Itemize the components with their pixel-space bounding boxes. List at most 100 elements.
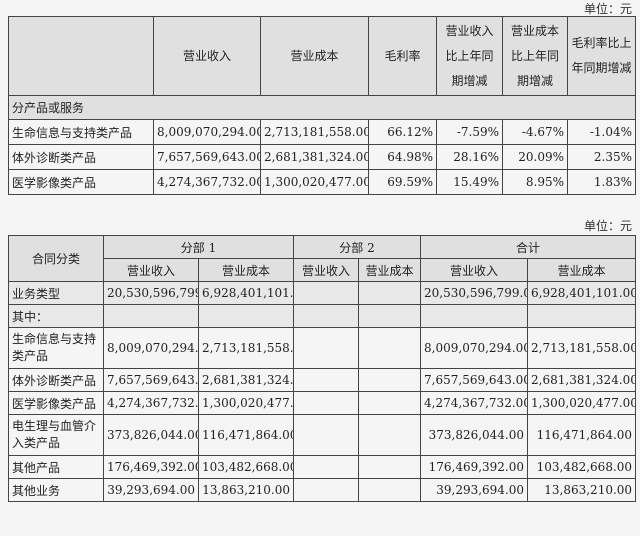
table1-header-cell: 营业成本 xyxy=(260,16,369,96)
cell xyxy=(358,455,422,479)
table-row: 其中： xyxy=(8,304,637,328)
revenue-cell: 4,274,367,732.00 xyxy=(153,169,261,195)
table1-header-row: 营业收入 营业成本 毛利率 营业收入比上年同期增减 营业成本比上年同期增减 毛利… xyxy=(8,16,636,96)
product-revenue-table: 营业收入 营业成本 毛利率 营业收入比上年同期增减 营业成本比上年同期增减 毛利… xyxy=(8,16,636,195)
cell: 6,928,401,101.00 xyxy=(197,281,295,305)
unit-label-table2: 单位：元 xyxy=(583,219,632,233)
cell: 1,300,020,477.00 xyxy=(527,391,637,415)
section-label: 分产品或服务 xyxy=(8,95,636,120)
table-row: 其他业务 39,293,694.00 13,863,210.00 39,293,… xyxy=(8,478,637,502)
cell xyxy=(293,391,360,415)
cost-change-cell: 20.09% xyxy=(502,144,568,170)
cell xyxy=(358,414,422,456)
cell xyxy=(293,368,360,392)
cell: 20,530,596,799.00 xyxy=(420,281,529,305)
cell: 6,928,401,101.00 xyxy=(527,281,637,305)
cell: 373,826,044.00 xyxy=(103,414,199,456)
cell xyxy=(527,304,637,328)
cell xyxy=(293,414,360,456)
table-row: 体外诊断类产品 7,657,569,643.00 2,681,381,324.0… xyxy=(8,144,636,170)
table-row: 体外诊断类产品 7,657,569,643.00 2,681,381,324.0… xyxy=(8,368,637,392)
cell: 373,826,044.00 xyxy=(420,414,529,456)
margin-change-cell: 1.83% xyxy=(567,169,636,195)
table-row: 医学影像类产品 4,274,367,732.00 1,300,020,477.0… xyxy=(8,391,637,415)
row-label: 生命信息与支持类产品 xyxy=(8,327,104,369)
table1-section-row: 分产品或服务 xyxy=(8,95,636,120)
cell: 4,274,367,732.00 xyxy=(103,391,199,415)
table-row: 生命信息与支持类产品 8,009,070,294.00 2,713,181,55… xyxy=(8,119,636,145)
cost-cell: 2,713,181,558.00 xyxy=(260,119,369,145)
table-row: 其他产品 176,469,392.00 103,482,668.00 176,4… xyxy=(8,455,637,479)
cell xyxy=(358,368,422,392)
table2-header-row: 合同分类 分部 1 分部 2 合计 xyxy=(8,235,637,282)
cell xyxy=(293,327,360,369)
row-label: 体外诊断类产品 xyxy=(8,368,104,392)
table-row: 业务类型 20,530,596,799.00 6,928,401,101.00 … xyxy=(8,281,637,305)
table-row: 生命信息与支持类产品 8,009,070,294.00 2,713,181,55… xyxy=(8,327,637,369)
revenue-change-cell: 15.49% xyxy=(436,169,503,195)
cell: 8,009,070,294.00 xyxy=(103,327,199,369)
gross-margin-cell: 64.98% xyxy=(368,144,437,170)
cell xyxy=(358,281,422,305)
cell xyxy=(420,304,529,328)
table1-header-cell: 营业成本比上年同期增减 xyxy=(502,16,568,96)
cell: 20,530,596,799.00 xyxy=(103,281,199,305)
table1-header-cell: 营业收入比上年同期增减 xyxy=(436,16,503,96)
row-label: 电生理与血管介入类产品 xyxy=(8,414,104,456)
row-label: 生命信息与支持类产品 xyxy=(8,119,154,145)
revenue-change-cell: 28.16% xyxy=(436,144,503,170)
cost-cell: 2,681,381,324.00 xyxy=(260,144,369,170)
contract-classification-table: 合同分类 分部 1 分部 2 合计 营业收入 营业成本 营业收入 营业成本 营业… xyxy=(8,235,637,502)
row-label: 其他产品 xyxy=(8,455,104,479)
row-label: 业务类型 xyxy=(8,281,104,305)
cell xyxy=(293,304,360,328)
cell: 103,482,668.00 xyxy=(197,455,295,479)
cell: 13,863,210.00 xyxy=(197,478,295,502)
row-label: 体外诊断类产品 xyxy=(8,144,154,170)
cell xyxy=(293,455,360,479)
cell: 176,469,392.00 xyxy=(420,455,529,479)
gross-margin-cell: 69.59% xyxy=(368,169,437,195)
cell: 103,482,668.00 xyxy=(527,455,637,479)
cell: 2,713,181,558.00 xyxy=(197,327,295,369)
total-header: 合计 xyxy=(420,235,637,259)
cell: 7,657,569,643.00 xyxy=(103,368,199,392)
contract-type-header: 合同分类 xyxy=(8,235,104,282)
cell xyxy=(358,478,422,502)
margin-change-cell: -1.04% xyxy=(567,119,636,145)
revenue-change-cell: -7.59% xyxy=(436,119,503,145)
revenue-cell: 8,009,070,294.00 xyxy=(153,119,261,145)
cell xyxy=(358,327,422,369)
cost-change-cell: -4.67% xyxy=(502,119,568,145)
cost-header: 营业成本 xyxy=(197,258,295,282)
cell: 116,471,864.00 xyxy=(527,414,637,456)
segment2-header: 分部 2 xyxy=(293,235,422,259)
cell: 1,300,020,477.00 xyxy=(197,391,295,415)
cell: 176,469,392.00 xyxy=(103,455,199,479)
row-label: 其他业务 xyxy=(8,478,104,502)
table-row: 电生理与血管介入类产品 373,826,044.00 116,471,864.0… xyxy=(8,414,637,456)
cell: 2,681,381,324.00 xyxy=(527,368,637,392)
row-label: 医学影像类产品 xyxy=(8,169,154,195)
cell: 13,863,210.00 xyxy=(527,478,637,502)
cell xyxy=(293,478,360,502)
revenue-header: 营业收入 xyxy=(103,258,199,282)
cell: 4,274,367,732.00 xyxy=(420,391,529,415)
unit-label-table1: 单位：元 xyxy=(583,2,632,16)
cell: 8,009,070,294.00 xyxy=(420,327,529,369)
row-label: 医学影像类产品 xyxy=(8,391,104,415)
cell: 39,293,694.00 xyxy=(420,478,529,502)
cell: 2,681,381,324.00 xyxy=(197,368,295,392)
margin-change-cell: 2.35% xyxy=(567,144,636,170)
segment1-header: 分部 1 xyxy=(102,235,295,259)
revenue-header: 营业收入 xyxy=(420,258,529,282)
cost-header: 营业成本 xyxy=(527,258,637,282)
row-label: 其中： xyxy=(8,304,104,328)
revenue-header: 营业收入 xyxy=(293,258,360,282)
cost-change-cell: 8.95% xyxy=(502,169,568,195)
table1-header-cell: 毛利率比上年同期增减 xyxy=(567,16,636,96)
cost-cell: 1,300,020,477.00 xyxy=(260,169,369,195)
table-row: 医学影像类产品 4,274,367,732.00 1,300,020,477.0… xyxy=(8,169,636,195)
cell xyxy=(358,391,422,415)
gross-margin-cell: 66.12% xyxy=(368,119,437,145)
